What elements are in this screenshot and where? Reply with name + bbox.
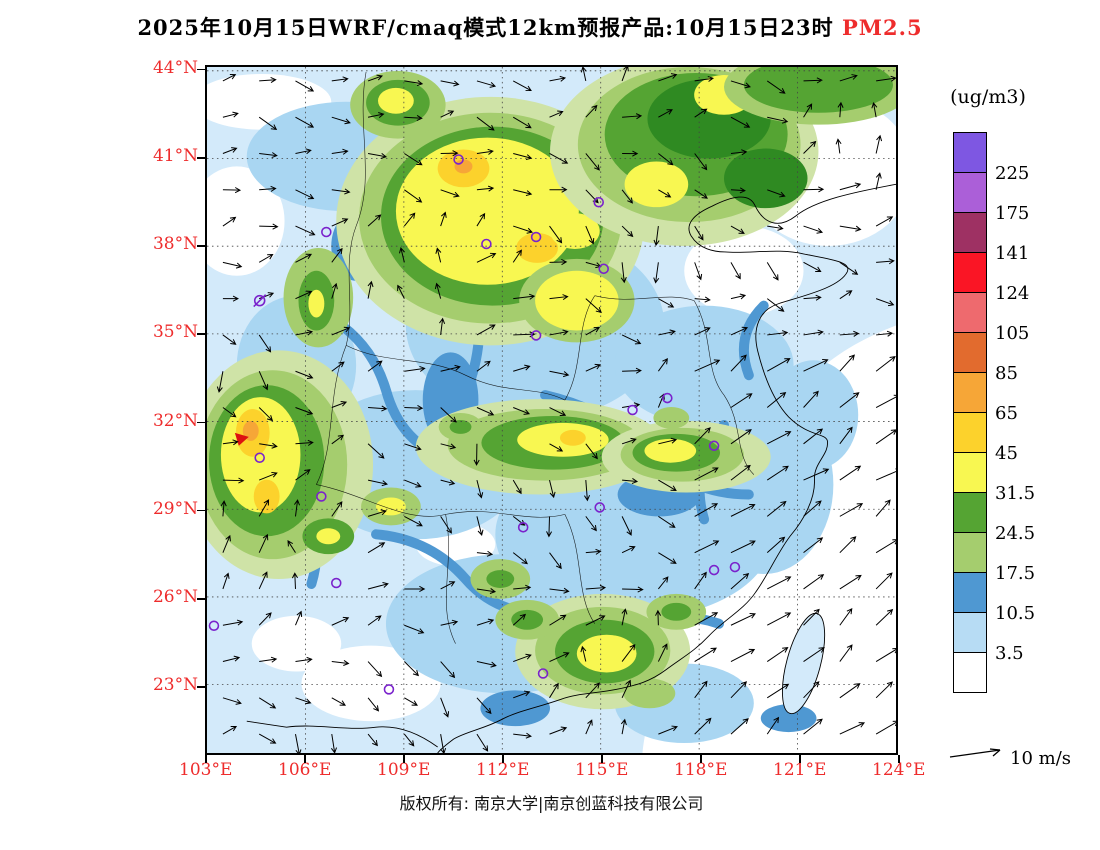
- lat-tick-label: 29°N: [152, 498, 198, 519]
- lon-tick-label: 121°E: [773, 760, 827, 780]
- colorbar-level-label: 105: [995, 323, 1030, 344]
- colorbar-cell: [953, 612, 987, 653]
- coastline: [437, 183, 896, 753]
- lat-tick-label: 32°N: [152, 410, 198, 431]
- station-marker: [208, 620, 220, 632]
- colorbar-level-label: 124: [995, 283, 1030, 304]
- lat-tick-label: 44°N: [152, 57, 198, 78]
- station-marker: [708, 440, 720, 452]
- colorbar-cell: [953, 572, 987, 613]
- colorbar-level-label: 17.5: [995, 563, 1036, 584]
- station-marker-slashed: [253, 294, 266, 307]
- station-marker: [537, 668, 549, 679]
- colorbar-level-label: 65: [995, 403, 1018, 424]
- south-coast: [246, 720, 438, 748]
- station-marker: [330, 577, 342, 589]
- lat-tick-label: 38°N: [152, 234, 198, 255]
- lon-tick-label: 124°E: [872, 760, 926, 780]
- lon-tick-label: 103°E: [179, 760, 233, 780]
- colorbar-level-label: 10.5: [995, 603, 1036, 624]
- colorbar: [953, 132, 987, 693]
- wind-vector-field: [216, 67, 896, 753]
- lon-tick-mark: [601, 755, 603, 763]
- colorbar-cell: [953, 452, 987, 493]
- lat-tick-mark: [197, 157, 205, 159]
- lon-tick-mark: [898, 755, 900, 763]
- lon-tick-label: 115°E: [575, 760, 629, 780]
- lon-tick-label: 106°E: [278, 760, 332, 780]
- copyright-text: 版权所有: 南京大学|南京创蓝科技有限公司: [399, 794, 704, 813]
- station-marker: [593, 196, 604, 208]
- colorbar-cell: [953, 412, 987, 453]
- lon-tick-label: 112°E: [476, 760, 530, 780]
- colorbar-cell: [953, 172, 987, 213]
- colorbar-cell: [953, 652, 987, 693]
- lat-tick-label: 23°N: [152, 675, 198, 696]
- lat-tick-mark: [197, 245, 205, 247]
- colorbar-level-label: 24.5: [995, 523, 1036, 544]
- station-marker: [383, 684, 395, 695]
- lon-tick-mark: [403, 755, 405, 763]
- lon-tick-mark: [502, 755, 504, 763]
- wind-scale-label: 10 m/s: [1010, 748, 1071, 769]
- station-marker: [481, 238, 492, 250]
- station-marker: [316, 491, 327, 502]
- species-label: PM2.5: [833, 15, 923, 40]
- colorbar-cell: [953, 532, 987, 573]
- station-marker: [708, 564, 720, 576]
- colorbar-level-label: 141: [995, 243, 1030, 264]
- colorbar-cell: [953, 132, 987, 173]
- taiwan-island: [781, 612, 826, 715]
- colorbar-unit-label: (ug/m3): [950, 86, 1026, 108]
- station-marker: [530, 330, 542, 341]
- figure-title-text: 2025年10月15日WRF/cmaq模式12km预报产品:10月15日23时: [137, 15, 834, 40]
- colorbar-cell: [953, 492, 987, 533]
- lon-tick-label: 118°E: [674, 760, 728, 780]
- station-marker-slash: [253, 294, 267, 308]
- lat-tick-label: 35°N: [152, 322, 198, 343]
- lon-tick-mark: [799, 755, 801, 763]
- lat-tick-mark: [197, 509, 205, 512]
- lon-tick-label: 109°E: [377, 760, 431, 780]
- colorbar-level-label: 31.5: [995, 483, 1036, 504]
- station-marker: [598, 263, 609, 275]
- station-marker: [321, 226, 332, 238]
- pm25-concentration-field: [207, 67, 896, 753]
- colorbar-cell: [953, 252, 987, 293]
- station-marker: [254, 452, 265, 463]
- lon-tick-mark: [205, 755, 207, 763]
- station-marker: [627, 404, 638, 416]
- lat-tick-mark: [197, 421, 205, 424]
- station-marker: [517, 522, 529, 533]
- lat-tick-mark: [197, 333, 205, 335]
- station-markers: [208, 154, 741, 695]
- lat-tick-label: 41°N: [152, 146, 198, 167]
- colorbar-level-label: 225: [995, 163, 1030, 184]
- colorbar-cell: [953, 332, 987, 373]
- lat-tick-mark: [197, 686, 205, 688]
- colorbar-cell: [953, 212, 987, 253]
- lat-tick-mark: [197, 598, 205, 600]
- station-marker: [453, 154, 464, 165]
- colorbar-cell: [953, 292, 987, 333]
- colorbar-level-label: 3.5: [995, 643, 1024, 664]
- station-marker: [594, 502, 605, 513]
- station-marker: [729, 561, 741, 573]
- figure-title: 2025年10月15日WRF/cmaq模式12km预报产品:10月15日23时 …: [90, 12, 970, 42]
- colorbar-level-label: 45: [995, 443, 1018, 464]
- colorbar-level-label: 175: [995, 203, 1030, 224]
- station-marker: [530, 231, 542, 243]
- lat-tick-label: 26°N: [152, 587, 198, 608]
- lat-tick-mark: [197, 68, 205, 71]
- lon-tick-mark: [304, 755, 306, 763]
- station-marker: [662, 392, 673, 404]
- colorbar-cell: [953, 372, 987, 413]
- wind-scale-arrow-icon: [949, 748, 1001, 758]
- map-plot-area: [205, 65, 898, 755]
- colorbar-level-label: 85: [995, 363, 1018, 384]
- map-canvas: [207, 67, 896, 753]
- lon-tick-mark: [700, 755, 702, 763]
